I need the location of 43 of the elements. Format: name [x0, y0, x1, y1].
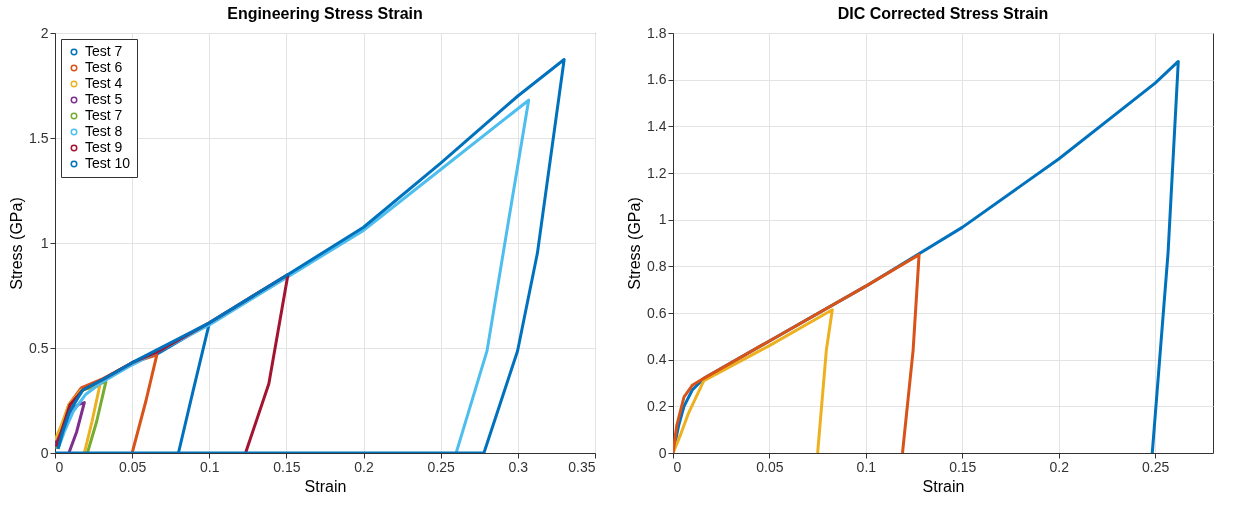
y-tick-label: 0 [658, 444, 667, 461]
y-axis-title: Stress (GPa) [626, 197, 644, 290]
x-tick-label: 0.05 [119, 458, 147, 475]
x-tick-label: 0.15 [949, 458, 977, 475]
legend-label: Test 7 [85, 43, 123, 59]
x-tick-label: 0.1 [200, 458, 220, 475]
x-tick-label: 0 [673, 458, 682, 475]
x-tick-label: 0 [55, 458, 64, 475]
y-tick-label: 1.6 [647, 71, 667, 88]
y-tick-label: 0.8 [647, 257, 667, 274]
legend-label: Test 9 [85, 139, 123, 155]
y-tick-label: 1.4 [647, 117, 667, 134]
x-tick-label: 0.2 [354, 458, 375, 475]
x-tick-label: 0.25 [1142, 458, 1170, 475]
x-tick-label: 0.15 [273, 458, 301, 475]
x-axis-title: Strain [304, 477, 347, 495]
legend-label: Test 7 [85, 107, 123, 123]
x-tick-label: 0.2 [1049, 458, 1070, 475]
y-tick-label: 1.5 [29, 129, 49, 146]
y-tick-label: 1.8 [647, 24, 667, 41]
y-tick-label: 1 [658, 211, 667, 228]
y-tick-label: 0.5 [29, 339, 49, 356]
x-tick-label: 0.05 [756, 458, 784, 475]
y-tick-label: 0 [40, 444, 49, 461]
x-tick-label: 0.35 [568, 458, 596, 475]
x-axis-title: Strain [922, 477, 965, 495]
legend-label: Test 8 [85, 123, 123, 139]
x-tick-label: 0.1 [856, 458, 877, 475]
y-tick-label: 1 [40, 234, 49, 251]
y-tick-label: 0.4 [647, 351, 667, 368]
chart-title: DIC Corrected Stress Strain [837, 5, 1049, 22]
x-tick-label: 0.3 [508, 458, 529, 475]
legend-label: Test 6 [85, 59, 123, 75]
y-tick-label: 1.2 [647, 164, 667, 181]
legend-label: Test 5 [85, 91, 123, 107]
legend-label: Test 10 [85, 155, 131, 171]
chart-title: Engineering Stress Strain [227, 5, 423, 22]
y-tick-label: 0.2 [647, 397, 667, 414]
x-tick-label: 0.25 [427, 458, 456, 475]
legend-label: Test 4 [85, 75, 123, 91]
y-tick-label: 2 [40, 24, 49, 41]
y-tick-label: 0.6 [647, 304, 667, 321]
y-axis-title: Stress (GPa) [8, 197, 26, 290]
